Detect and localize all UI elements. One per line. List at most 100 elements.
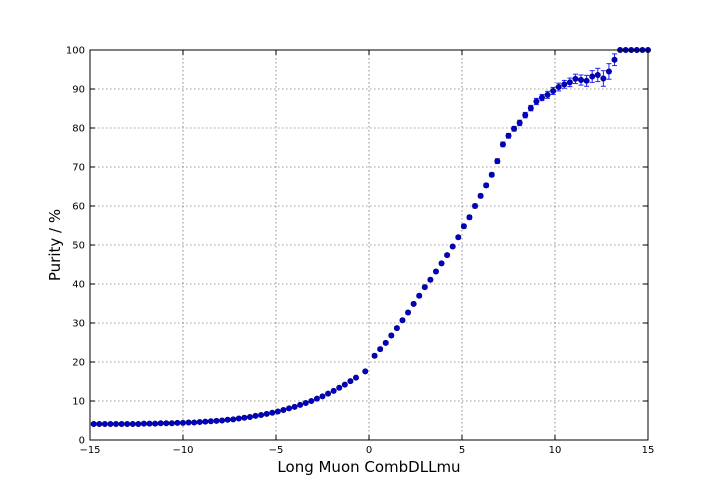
data-point [241, 414, 248, 421]
data-point [319, 393, 326, 400]
data-point [196, 419, 203, 426]
y-tick-label: 50 [72, 241, 85, 252]
data-point [274, 408, 281, 415]
data-point [427, 276, 434, 283]
data-point [605, 68, 612, 75]
data-point [246, 413, 253, 420]
plot-frame [89, 49, 649, 441]
data-point [107, 421, 114, 428]
data-point [578, 77, 585, 84]
y-tick-label: 90 [72, 85, 85, 96]
data-point [477, 192, 484, 199]
data-point [140, 420, 147, 427]
data-point [572, 75, 579, 82]
data-point [179, 419, 186, 426]
data-point [313, 395, 320, 402]
y-tick-label: 100 [66, 46, 85, 57]
x-tick-label: 15 [642, 445, 655, 456]
data-point [516, 119, 523, 126]
data-point [207, 418, 214, 425]
data-point [202, 418, 209, 425]
data-point [269, 409, 276, 416]
data-point [157, 420, 164, 427]
data-point [224, 416, 231, 423]
x-axis-title: Long Muon CombDLLmu [277, 458, 460, 476]
data-point [90, 421, 97, 428]
data-point [124, 421, 131, 428]
data-point [325, 390, 332, 397]
data-point [472, 202, 479, 209]
data-point [483, 182, 490, 189]
x-tick-label: −10 [172, 445, 193, 456]
data-point [308, 397, 315, 404]
x-tick-label: −5 [269, 445, 284, 456]
data-point [449, 243, 456, 250]
data-point [96, 421, 103, 428]
data-point [135, 421, 142, 428]
data-point [371, 352, 378, 359]
data-point [505, 132, 512, 139]
data-point [185, 419, 192, 426]
data-point [527, 105, 534, 112]
data-point [129, 421, 136, 428]
data-point [393, 325, 400, 332]
data-point [146, 420, 153, 427]
data-point [382, 339, 389, 346]
data-point [416, 292, 423, 299]
data-point [533, 98, 540, 105]
data-points [90, 47, 652, 428]
y-tick-label: 40 [72, 280, 85, 291]
tick-labels: −15 −10 −5 0 5 10 15 0 10 20 30 40 50 60 70 80 90 100 [66, 46, 654, 457]
data-point [399, 317, 406, 324]
data-point [594, 71, 601, 78]
y-tick-label: 10 [72, 397, 85, 408]
data-point [168, 420, 175, 427]
data-point [432, 268, 439, 275]
data-point [362, 368, 369, 375]
data-point [174, 419, 181, 426]
data-point [566, 79, 573, 86]
data-point [499, 141, 506, 148]
data-point [291, 403, 298, 410]
data-point [258, 412, 265, 419]
data-point [101, 421, 108, 428]
y-tick-label: 20 [72, 358, 85, 369]
data-point [347, 378, 354, 385]
data-point [336, 384, 343, 391]
x-tick-label: 10 [549, 445, 562, 456]
data-point [219, 417, 226, 424]
data-point [341, 381, 348, 388]
y-tick-label: 80 [72, 124, 85, 135]
data-point [466, 214, 473, 221]
data-point [583, 77, 590, 84]
data-point [589, 73, 596, 80]
data-point [511, 125, 518, 132]
data-point [600, 75, 607, 82]
data-point [280, 406, 287, 413]
data-point [522, 112, 529, 119]
data-point [297, 401, 304, 408]
data-point [352, 374, 359, 381]
grid [90, 50, 648, 440]
data-point [302, 399, 309, 406]
data-point [405, 309, 412, 316]
y-tick-label: 70 [72, 163, 85, 174]
data-point [421, 284, 428, 291]
data-point [330, 387, 337, 394]
x-tick-label: −15 [79, 445, 100, 456]
data-point [444, 252, 451, 259]
data-point [544, 91, 551, 98]
data-point [455, 234, 462, 241]
x-tick-label: 5 [459, 445, 465, 456]
data-point [113, 421, 120, 428]
y-axis-title: Purity / % [46, 209, 64, 281]
data-point [438, 260, 445, 267]
data-point [494, 158, 501, 165]
data-point [377, 346, 384, 353]
data-point [263, 410, 270, 417]
data-point [538, 94, 545, 101]
data-point [550, 87, 557, 94]
data-point [191, 419, 198, 426]
data-point [286, 405, 293, 412]
